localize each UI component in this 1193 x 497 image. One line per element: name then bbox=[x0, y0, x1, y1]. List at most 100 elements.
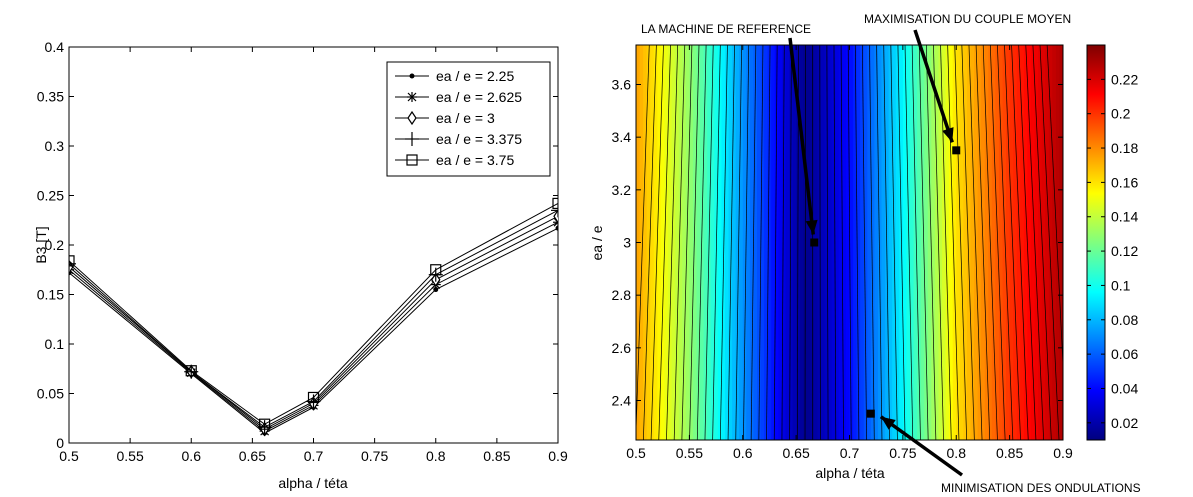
heatmap-cell bbox=[1052, 45, 1057, 440]
x-tick-label: 0.55 bbox=[676, 445, 703, 461]
annotation-point-marker bbox=[952, 146, 961, 155]
arrow-min-ripple-head bbox=[880, 416, 896, 430]
heatmap-cell bbox=[970, 45, 975, 440]
contour-line bbox=[1039, 45, 1060, 440]
series-line bbox=[69, 209, 558, 428]
y-tick-label: 0.05 bbox=[37, 386, 64, 402]
contour-line bbox=[883, 45, 891, 440]
contour-lines bbox=[636, 45, 1063, 440]
left-x-axis-label: alpha / téta bbox=[278, 475, 347, 491]
x-tick-label: 0.5 bbox=[59, 448, 79, 464]
heatmap-cell bbox=[828, 45, 833, 440]
x-tick-label: 0.65 bbox=[239, 448, 266, 464]
heatmap-cell bbox=[792, 45, 797, 440]
y-tick-label: 2.6 bbox=[612, 340, 632, 356]
heatmap-cell bbox=[700, 45, 705, 440]
heatmap-cell bbox=[664, 45, 669, 440]
heatmap-cell bbox=[945, 45, 950, 440]
heatmap-cell bbox=[728, 45, 733, 440]
heatmap-cell bbox=[931, 45, 936, 440]
heatmap-cell bbox=[724, 45, 730, 440]
left-series-group bbox=[69, 197, 558, 437]
y-tick-label: 0.1 bbox=[45, 336, 65, 352]
heatmap-cell bbox=[721, 45, 726, 440]
heatmap-cell bbox=[838, 45, 843, 440]
heatmap-cell bbox=[767, 45, 772, 440]
left-y-tick-labels: 0 0.05 0.1 0.15 0.2 0.25 0.3 0.35 0.4 bbox=[37, 39, 64, 451]
heatmap-cell bbox=[1002, 45, 1007, 440]
right-y-axis-label: ea / e bbox=[589, 225, 605, 260]
heatmap-cell bbox=[732, 45, 737, 440]
contour-line bbox=[773, 45, 778, 440]
colorbar-tick-label: 0.08 bbox=[1111, 312, 1138, 328]
heatmap-cell bbox=[906, 45, 911, 440]
heatmap-cell bbox=[785, 45, 790, 440]
heatmap-cell bbox=[888, 45, 893, 440]
contour-line bbox=[758, 45, 764, 440]
heatmap-cell bbox=[870, 45, 876, 440]
legend-label: ea / e = 3 bbox=[436, 110, 495, 126]
x-tick-label: 0.9 bbox=[1053, 445, 1073, 461]
contour-line bbox=[840, 45, 844, 440]
contour-line bbox=[869, 45, 875, 440]
series-square bbox=[69, 197, 558, 430]
heatmap-cell bbox=[1020, 45, 1025, 440]
colorbar-tick-label: 0.14 bbox=[1111, 209, 1138, 225]
arrow-max-torque bbox=[913, 29, 954, 143]
heatmap-cell bbox=[952, 45, 957, 440]
heatmap-cell bbox=[1055, 45, 1061, 440]
data-point-square bbox=[307, 391, 320, 404]
contour-line bbox=[833, 45, 837, 440]
x-tick-label: 0.85 bbox=[996, 445, 1023, 461]
x-tick-label: 0.75 bbox=[889, 445, 916, 461]
colorbar-tick-label: 0.2 bbox=[1111, 106, 1131, 122]
heatmap-cell bbox=[778, 45, 783, 440]
heatmap-cell bbox=[942, 45, 947, 440]
heatmap-cell bbox=[998, 45, 1004, 440]
heatmap-cell bbox=[1016, 45, 1021, 440]
contour-line bbox=[1046, 45, 1063, 375]
heatmap-cell bbox=[668, 45, 673, 440]
legend-label: ea / e = 3.75 bbox=[436, 152, 514, 168]
legend-label: ea / e = 3.375 bbox=[436, 131, 522, 147]
heatmap-cell bbox=[1048, 45, 1053, 440]
contour-line bbox=[925, 45, 937, 440]
arrow-reference-machine bbox=[788, 37, 816, 235]
legend-label: ea / e = 2.25 bbox=[436, 68, 514, 84]
data-point-star bbox=[407, 92, 417, 102]
contour-line bbox=[876, 45, 883, 440]
heatmap-cell bbox=[1027, 45, 1032, 440]
contour-line bbox=[826, 45, 829, 440]
y-tick-label: 0.3 bbox=[45, 138, 65, 154]
heatmap-cell bbox=[874, 45, 879, 440]
contour-line bbox=[804, 45, 806, 440]
heatmap-cell bbox=[799, 45, 804, 440]
contour-line bbox=[847, 45, 852, 440]
series-line bbox=[69, 221, 558, 432]
heatmap-cell bbox=[717, 45, 722, 440]
heatmap-cell bbox=[881, 45, 886, 440]
heatmap-cell bbox=[1013, 45, 1018, 440]
heatmap-cell bbox=[877, 45, 883, 440]
contour-line bbox=[854, 45, 860, 440]
heatmap-cell bbox=[756, 45, 762, 440]
contour-line bbox=[897, 45, 906, 440]
heatmap-cell bbox=[821, 45, 826, 440]
heatmap-cell bbox=[653, 45, 658, 440]
heatmap-cell bbox=[934, 45, 940, 440]
legend-label: ea / e = 2.625 bbox=[436, 89, 522, 105]
heatmap-cell bbox=[938, 45, 943, 440]
heatmap-cell bbox=[660, 45, 666, 440]
contour-line bbox=[1011, 45, 1029, 440]
heatmap-cell bbox=[902, 45, 908, 440]
data-point-square bbox=[69, 255, 75, 267]
heatmap-cell bbox=[742, 45, 747, 440]
heatmap-cell bbox=[1041, 45, 1046, 440]
contour-line bbox=[947, 45, 960, 440]
heatmap-cell bbox=[885, 45, 890, 440]
y-tick-label: 0 bbox=[56, 435, 64, 451]
contour-line bbox=[1004, 45, 1021, 440]
x-tick-label: 0.75 bbox=[361, 448, 388, 464]
contour-line bbox=[968, 45, 983, 440]
heatmap-cell bbox=[1009, 45, 1014, 440]
